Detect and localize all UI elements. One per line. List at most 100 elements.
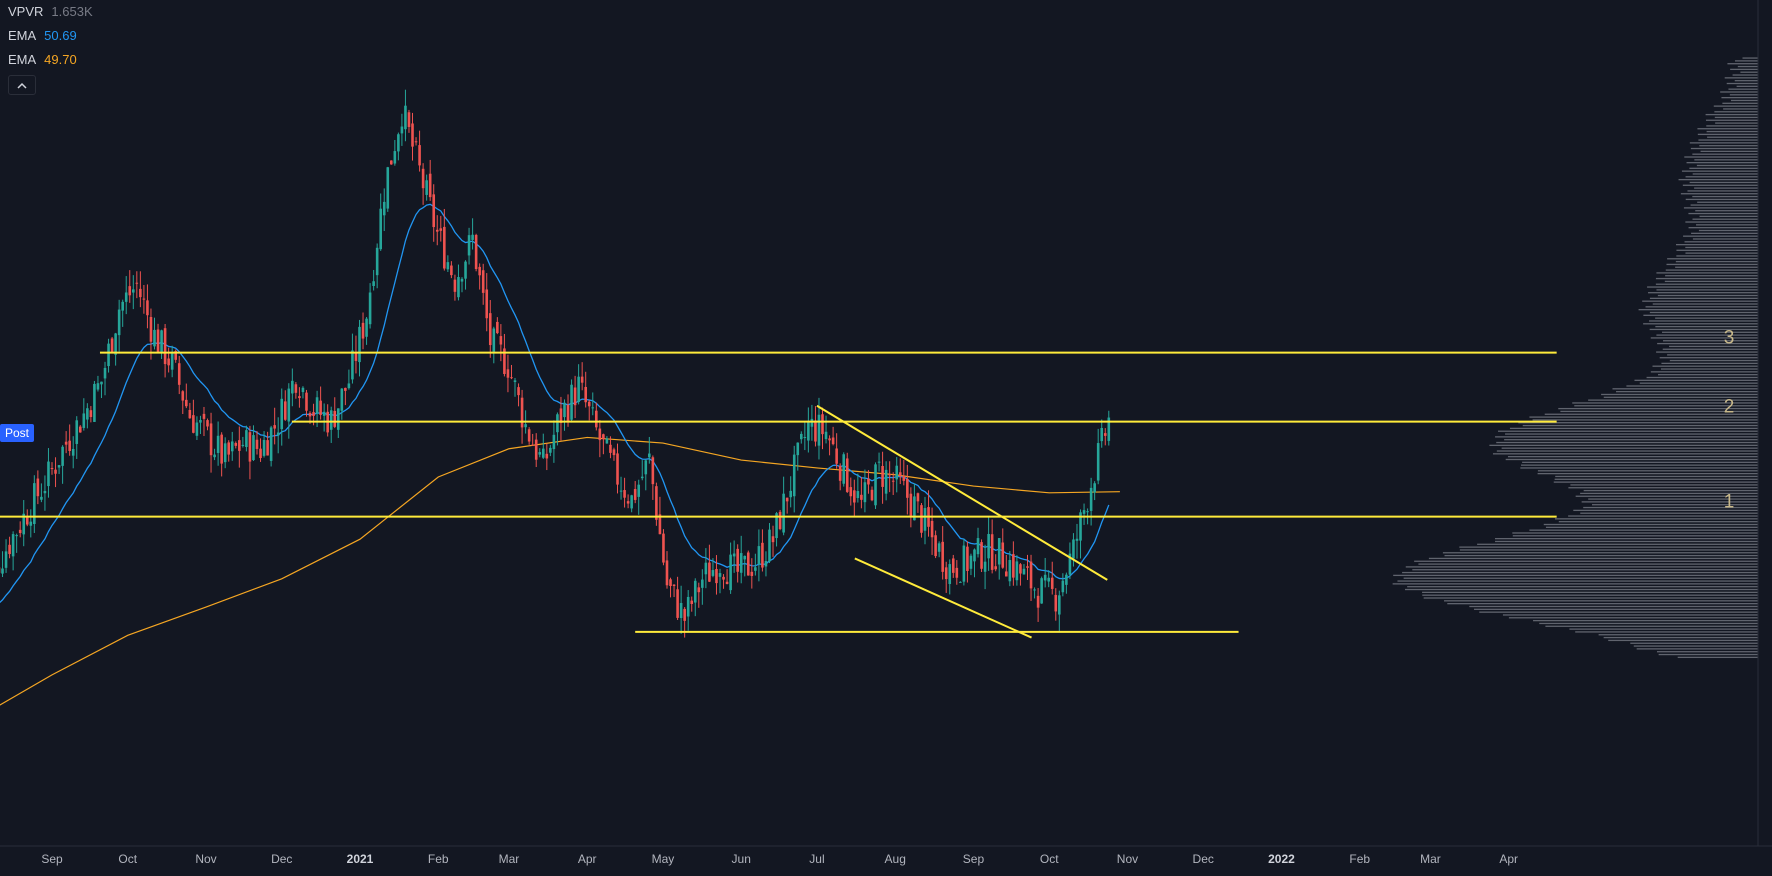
volume-profile-bar xyxy=(1397,580,1758,581)
candle-body xyxy=(602,434,605,439)
candle-body xyxy=(1065,575,1068,585)
candle-body xyxy=(793,455,796,497)
candle-body xyxy=(620,491,623,492)
volume-profile-bar xyxy=(1685,221,1758,222)
candle-body xyxy=(450,266,453,276)
volume-profile-bar xyxy=(1742,57,1758,58)
volume-profile-bar xyxy=(1510,428,1758,429)
volume-profile-bar xyxy=(1643,315,1758,316)
vpvr-legend[interactable]: VPVR 1.653K xyxy=(8,0,93,24)
candle-body xyxy=(210,423,213,455)
candle-body xyxy=(924,508,927,531)
volume-profile-bar xyxy=(1661,368,1758,369)
volume-profile-bar xyxy=(1555,476,1758,477)
volume-profile-bar xyxy=(1656,278,1758,279)
candle-body xyxy=(447,262,450,269)
candle-body xyxy=(485,289,488,318)
volume-profile-bar xyxy=(1723,108,1758,109)
candle-body xyxy=(1030,562,1033,589)
volume-profile-bar xyxy=(1731,100,1758,101)
volume-profile-bar xyxy=(1477,544,1758,545)
candle-body xyxy=(825,432,828,439)
candle-body xyxy=(178,363,181,385)
candle-body xyxy=(722,577,725,580)
volume-profile-bar xyxy=(1429,558,1758,559)
volume-profile-bar xyxy=(1691,233,1758,234)
candle-body xyxy=(383,202,386,215)
candle-body xyxy=(984,562,987,572)
volume-profile-bar xyxy=(1604,397,1758,398)
volume-profile-bar xyxy=(1393,575,1758,576)
volume-profile-bar xyxy=(1533,419,1758,420)
candle-body xyxy=(478,267,481,275)
x-tick-label: Jun xyxy=(732,852,751,866)
candle-body xyxy=(857,491,860,498)
candle-body xyxy=(273,425,276,428)
candle-body xyxy=(613,449,616,455)
candle-body xyxy=(114,333,117,354)
candle-body xyxy=(270,427,273,461)
candle-body xyxy=(1083,510,1086,514)
volume-profile-bar xyxy=(1727,63,1758,64)
candle-body xyxy=(860,495,863,500)
candle-body xyxy=(206,420,209,426)
candle-body xyxy=(19,530,22,533)
candle-body xyxy=(29,522,32,526)
candle-body xyxy=(12,534,15,556)
candle-body xyxy=(224,443,227,462)
candle-body xyxy=(1090,488,1093,511)
ema-slow-legend[interactable]: EMA 49.70 xyxy=(8,48,93,72)
candle-body xyxy=(627,501,630,503)
candle-body xyxy=(1005,571,1008,576)
candle-body xyxy=(687,597,690,617)
candle-body xyxy=(231,441,234,451)
volume-profile-bar xyxy=(1675,267,1758,268)
volume-profile-bar xyxy=(1653,303,1758,304)
collapse-legend-button[interactable] xyxy=(8,75,36,95)
candle-body xyxy=(542,449,545,458)
candle-body xyxy=(245,430,248,447)
candle-body xyxy=(83,413,86,427)
candle-body xyxy=(959,582,962,583)
candle-body xyxy=(1062,581,1065,593)
candle-body xyxy=(747,552,750,575)
volume-profile-bar xyxy=(1684,207,1758,208)
candle-body xyxy=(44,491,47,493)
ema-slow-line xyxy=(0,437,1120,720)
candle-body xyxy=(164,328,167,364)
candle-body xyxy=(1093,483,1096,492)
volume-profile-bar xyxy=(1634,380,1758,381)
candle-body xyxy=(139,289,142,297)
volume-profile-bar xyxy=(1706,125,1758,126)
candle-body xyxy=(874,464,877,505)
candle-body xyxy=(719,573,722,577)
candle-body xyxy=(365,319,368,337)
candle-body xyxy=(422,169,425,188)
candle-body xyxy=(740,553,743,573)
candle-body xyxy=(333,411,336,427)
x-tick-label: Dec xyxy=(271,852,292,866)
candle-body xyxy=(676,589,679,618)
candle-body xyxy=(358,327,361,362)
candle-body xyxy=(751,572,754,576)
candle-body xyxy=(90,410,93,417)
x-tick-label: Feb xyxy=(1349,852,1370,866)
volume-profile-bar xyxy=(1502,448,1758,449)
ema-fast-legend[interactable]: EMA 50.69 xyxy=(8,24,93,48)
candle-body xyxy=(701,580,704,588)
x-tick-label: Nov xyxy=(195,852,216,866)
x-tick-label: Nov xyxy=(1117,852,1138,866)
candle-body xyxy=(397,134,400,151)
candle-body xyxy=(256,440,259,449)
volume-profile-bar xyxy=(1706,114,1758,115)
candle-body xyxy=(804,437,807,438)
candle-body xyxy=(910,494,913,516)
volume-profile-bar xyxy=(1655,326,1758,327)
candle-body xyxy=(330,410,333,429)
volume-profile-bar xyxy=(1407,586,1758,587)
volume-profile-bar xyxy=(1422,595,1758,596)
candle-body xyxy=(991,534,994,570)
volume-profile-bar xyxy=(1580,513,1758,514)
